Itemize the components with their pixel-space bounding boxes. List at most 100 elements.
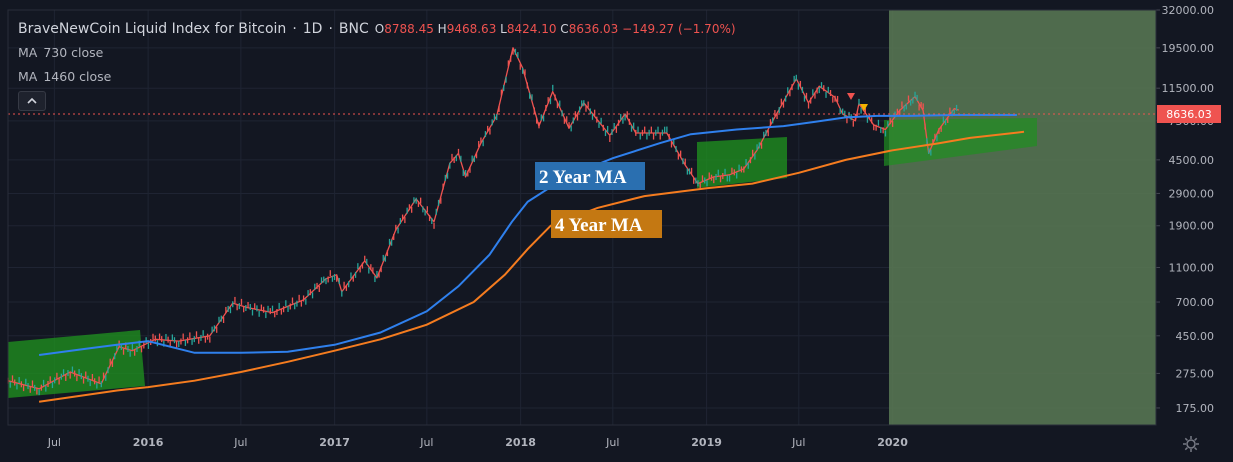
candle	[728, 175, 731, 182]
candle	[784, 95, 787, 102]
candle	[195, 331, 198, 338]
candle	[102, 372, 105, 379]
candle	[690, 167, 693, 174]
candle	[180, 338, 182, 345]
y-tick-label: 19500.00	[1162, 42, 1215, 55]
candle	[877, 119, 880, 126]
candle	[467, 170, 469, 177]
candle	[131, 344, 134, 351]
y-tick-label: 175.00	[1176, 402, 1215, 415]
candle	[169, 341, 171, 348]
candle	[814, 92, 816, 99]
candle	[74, 370, 76, 377]
candle	[740, 166, 743, 173]
candle	[198, 337, 200, 344]
candle	[98, 376, 100, 383]
candle	[120, 343, 122, 350]
y-tick-label: 2900.00	[1169, 187, 1215, 200]
candle	[440, 197, 442, 204]
candle	[793, 75, 795, 82]
candle	[570, 125, 572, 132]
candle	[171, 334, 174, 341]
candle	[717, 169, 719, 176]
y-tick-label: 700.00	[1176, 296, 1215, 309]
candle	[880, 126, 882, 133]
candle	[189, 332, 191, 339]
candle	[598, 121, 600, 128]
settings-gear-icon[interactable]	[1180, 433, 1202, 455]
candle	[926, 138, 928, 145]
candle	[36, 388, 38, 395]
ma-730-line	[38, 114, 1017, 356]
candle	[397, 227, 399, 234]
candle	[209, 336, 211, 343]
candle	[446, 172, 449, 179]
candle	[291, 297, 294, 304]
y-tick-label: 1900.00	[1169, 220, 1215, 233]
candle	[140, 346, 143, 353]
candle	[47, 381, 49, 388]
indicator-ma730[interactable]: MA 730 close	[18, 44, 736, 62]
candle	[704, 177, 706, 184]
candle	[100, 381, 102, 388]
candle	[480, 137, 482, 144]
candle	[767, 130, 769, 137]
candle	[134, 349, 136, 356]
candle	[333, 274, 336, 281]
candle	[842, 108, 844, 115]
candle	[354, 271, 357, 278]
candle	[431, 218, 433, 225]
candle	[839, 108, 841, 115]
candle	[912, 97, 914, 104]
indicator-ma1460[interactable]: MA 1460 close	[18, 68, 736, 86]
interval-label[interactable]: 1D	[302, 21, 323, 37]
candle	[262, 306, 265, 313]
candle	[426, 206, 428, 213]
candle	[109, 358, 111, 365]
candle	[519, 63, 521, 70]
candle	[752, 149, 754, 156]
price-axis[interactable]	[1156, 10, 1233, 425]
candle	[791, 84, 793, 91]
candle	[655, 129, 657, 136]
high-value: 9468.63	[446, 22, 497, 36]
collapse-legend-button[interactable]	[18, 91, 46, 111]
candle	[437, 199, 440, 206]
ma2-annotation: 2 Year MA	[539, 167, 627, 188]
candle	[801, 86, 804, 93]
candle	[366, 258, 368, 265]
candle	[758, 142, 760, 149]
candle	[182, 333, 184, 340]
symbol-title[interactable]: BraveNewCoin Liquid Index for Bitcoin	[18, 21, 287, 37]
time-axis-labels: Jul 2016 Jul 2017 Jul 2018 Jul 2019 Jul 2020	[47, 436, 908, 449]
candle	[887, 121, 889, 128]
candle	[11, 375, 14, 382]
candle	[719, 176, 722, 183]
candle	[765, 129, 767, 136]
indicator-name: MA	[18, 69, 38, 84]
candle	[572, 117, 574, 124]
candle	[670, 141, 673, 148]
candle	[442, 183, 444, 190]
candle	[343, 281, 345, 288]
candle	[352, 275, 354, 282]
candle	[639, 133, 641, 140]
candle	[158, 333, 161, 340]
candle	[167, 336, 169, 343]
time-axis[interactable]	[0, 425, 1233, 462]
candle	[287, 305, 289, 312]
candle	[940, 125, 942, 132]
candle	[834, 95, 836, 102]
candle	[89, 380, 91, 387]
candle	[635, 129, 637, 136]
candle	[622, 117, 624, 124]
candle	[706, 180, 708, 187]
candle	[62, 369, 65, 376]
candle	[105, 374, 107, 381]
candle	[715, 174, 717, 181]
legend-header: BraveNewCoin Liquid Index for Bitcoin · …	[18, 20, 736, 38]
candle	[782, 101, 785, 108]
price-series	[7, 47, 960, 390]
candle	[609, 135, 611, 142]
